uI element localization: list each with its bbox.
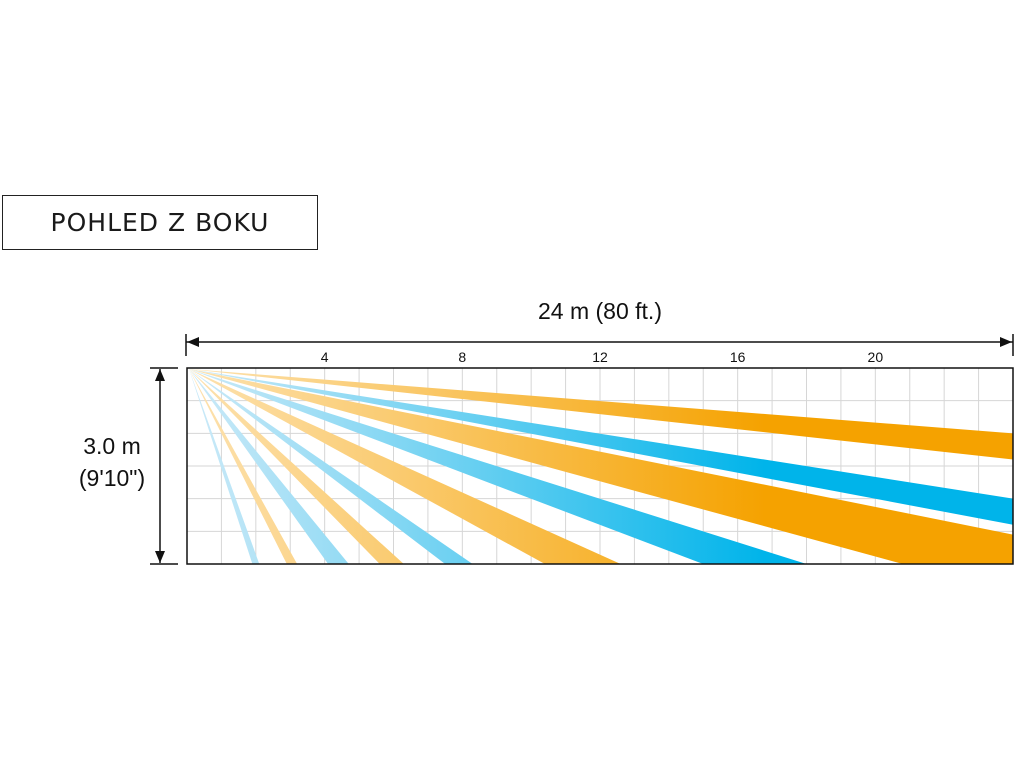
height-dimension-arrow [150,367,178,565]
diagram-frame [186,367,1014,565]
blue-detection-beam [189,369,473,564]
width-dimension-arrow [185,334,1014,356]
blue-detection-beam [189,369,807,564]
range-tick-label: 4 [321,349,329,365]
orange-detection-beam [189,369,1013,460]
blue-detection-beam [189,369,349,564]
orange-detection-beam [189,369,404,564]
range-tick-label: 16 [730,349,746,365]
height-dimension-label: 3.0 m (9'10") [62,430,162,494]
range-tick-label: 20 [868,349,884,365]
orange-detection-beam [189,369,1013,564]
blue-detection-beam [189,369,260,564]
height-imperial: (9'10") [78,465,146,491]
height-metric: 3.0 m [83,433,141,459]
orange-detection-beam [189,369,298,564]
blue-detection-beam [189,369,1013,525]
side-view-label: POHLED Z BOKU [2,195,318,250]
range-ticks: 4 8 12 16 20 [321,349,884,365]
range-tick-label: 8 [458,349,466,365]
detection-beams [189,369,1013,564]
range-tick-label: 12 [592,349,608,365]
range-dimension-label: 24 m (80 ft.) [538,298,662,324]
orange-detection-beam [189,369,621,564]
